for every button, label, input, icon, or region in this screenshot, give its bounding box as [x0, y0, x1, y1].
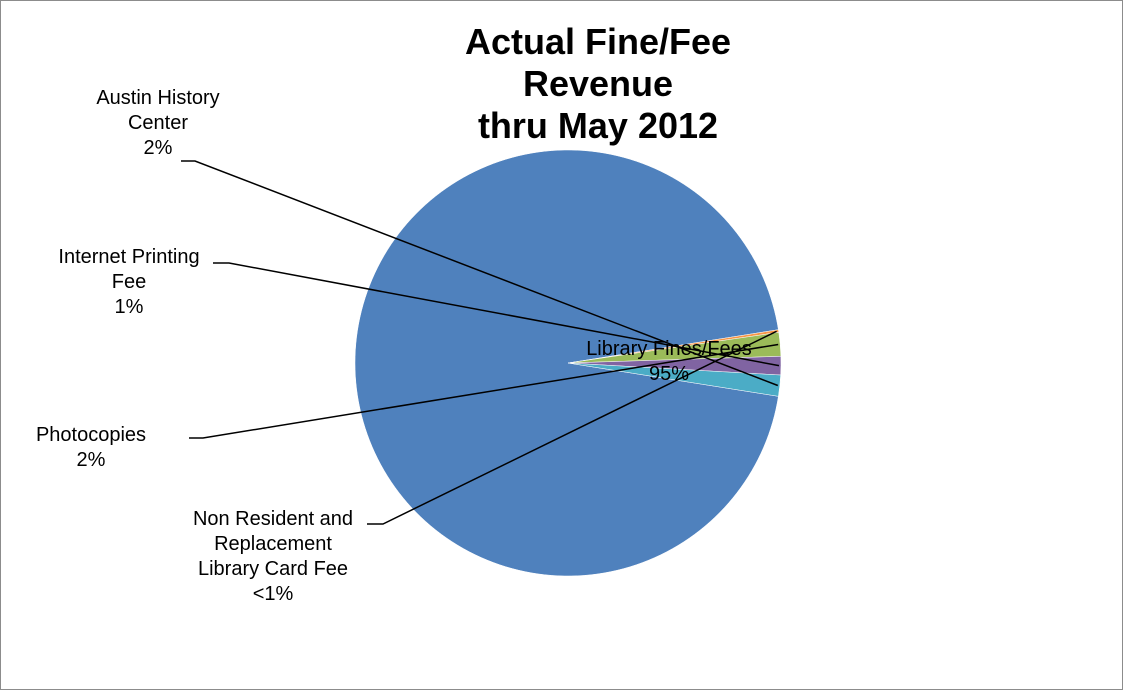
leader-line — [367, 330, 777, 525]
slices-layer — [354, 149, 782, 577]
leader-line — [181, 160, 779, 387]
data-label: Internet Printing Fee 1% — [58, 246, 199, 318]
pie-slice-library-fines-fees — [354, 149, 779, 577]
data-labels: Library Fines/Fees 95% Non Resident and Rep… — [36, 87, 752, 605]
data-label: Non Resident and Replacement Library Card … — [193, 508, 353, 605]
leader-lines — [181, 160, 780, 525]
data-label: Austin History Center 2% — [96, 87, 219, 159]
data-label: Photocopies 2% — [36, 424, 146, 471]
leader-line — [189, 343, 779, 439]
leader-line — [213, 262, 780, 367]
data-label: Library Fines/Fees 95% — [586, 338, 752, 385]
chart-title: Actual Fine/Fee Revenue thru May 2012 — [465, 21, 731, 146]
pie-slice-austin-history-center — [567, 362, 781, 397]
